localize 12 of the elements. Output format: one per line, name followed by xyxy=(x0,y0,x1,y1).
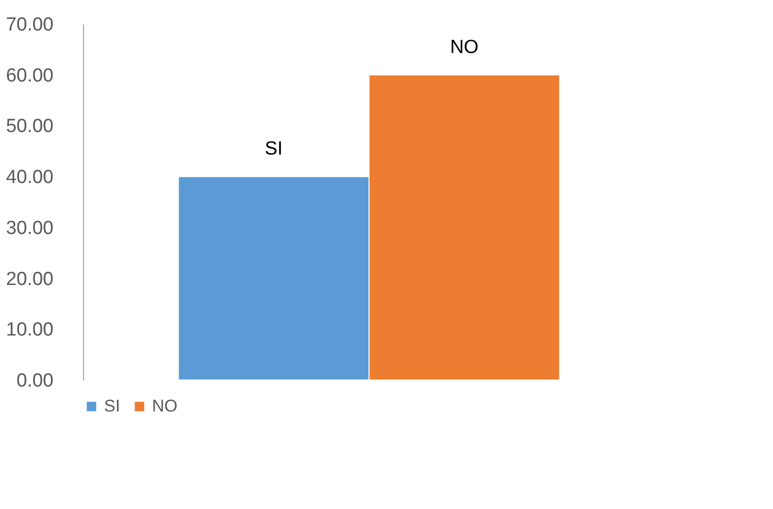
legend-label: NO xyxy=(152,396,178,416)
y-tick-label: 10.00 xyxy=(6,320,54,341)
legend-label: SI xyxy=(104,396,120,416)
y-tick-label: 50.00 xyxy=(6,116,54,138)
text: NO xyxy=(450,36,479,58)
y-tick-label: 60.00 xyxy=(6,65,54,86)
y-tick-label: 70.00 xyxy=(6,14,54,36)
y-tick-label: 30.00 xyxy=(6,218,54,239)
y-tick-label: 20.00 xyxy=(6,268,54,290)
y-tick-label: 40.00 xyxy=(6,167,54,188)
text: SI xyxy=(264,138,283,160)
y-tick-label: 0.00 xyxy=(16,370,54,392)
